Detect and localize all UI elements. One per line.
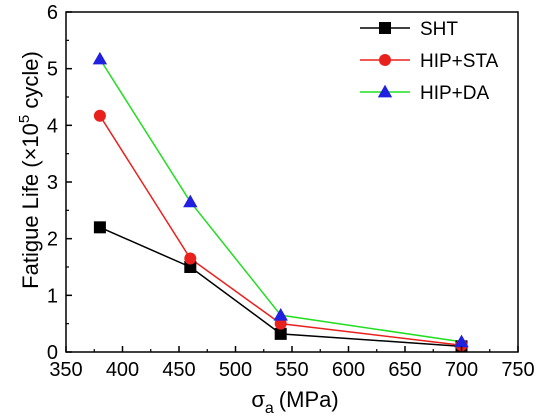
y-tick-label-5: 5 <box>47 59 58 81</box>
legend: SHT HIP+STA HIP+DA <box>360 19 499 104</box>
axes: 350 400 450 500 550 600 650 700 750 0 1 2 3 4 5 6 <box>47 2 535 381</box>
y-tick-label-0: 0 <box>47 342 58 364</box>
data-point-hip-sta-0 <box>93 109 106 122</box>
x-tick-label-2: 450 <box>162 359 195 381</box>
series-line-sht <box>99 226 462 348</box>
legend-label-hip-sta: HIP+STA <box>420 51 499 72</box>
data-point-hip-sta-2 <box>274 317 287 330</box>
plot-area <box>92 51 469 353</box>
legend-marker-hip-da <box>377 84 393 98</box>
y-tick-label-6: 6 <box>47 2 58 24</box>
y-tick-label-3: 3 <box>47 172 58 194</box>
x-tick-label-7: 700 <box>445 359 478 381</box>
x-tick-label-1: 400 <box>106 359 139 381</box>
series-line-hip-da <box>99 58 462 343</box>
legend-label-sht: SHT <box>420 19 458 40</box>
x-axis-title-subscript: a <box>265 400 274 417</box>
x-tick-label-5: 600 <box>332 359 365 381</box>
x-tick-label-6: 650 <box>388 359 421 381</box>
y-tick-label-2: 2 <box>47 229 58 251</box>
x-axis-title: σa (MPa) <box>251 387 338 417</box>
x-tick-label-0: 350 <box>49 359 82 381</box>
series-line-hip-sta <box>99 115 462 346</box>
y-axis-title: Fatigue Life (×105 cycle) <box>16 51 43 289</box>
x-axis-title-symbol: σ <box>251 387 265 412</box>
legend-marker-sht <box>379 22 391 34</box>
legend-label-hip-da: HIP+DA <box>420 83 489 104</box>
data-point-sht-2 <box>274 327 287 340</box>
x-axis-title-unit: (MPa) <box>279 387 339 412</box>
x-tick-label-3: 500 <box>219 359 252 381</box>
y-axis-title-suffix: cycle) <box>18 51 43 115</box>
x-tick-label-8: 750 <box>501 359 534 381</box>
y-tick-label-1: 1 <box>47 285 58 307</box>
data-point-hip-da-1 <box>183 194 198 208</box>
y-tick-label-4: 4 <box>47 115 58 137</box>
data-point-sht-1 <box>184 261 197 273</box>
data-point-hip-sta-1 <box>184 252 197 265</box>
data-point-hip-da-3 <box>454 334 469 348</box>
legend-marker-hip-sta <box>379 54 391 66</box>
data-point-hip-da-0 <box>92 51 108 65</box>
data-point-hip-da-2 <box>273 307 288 321</box>
data-point-sht-0 <box>93 221 106 234</box>
y-axis-title-superscript: 5 <box>16 115 33 123</box>
y-axis-title-prefix: Fatigue Life (×10 <box>18 123 43 289</box>
x-tick-label-4: 550 <box>275 359 308 381</box>
